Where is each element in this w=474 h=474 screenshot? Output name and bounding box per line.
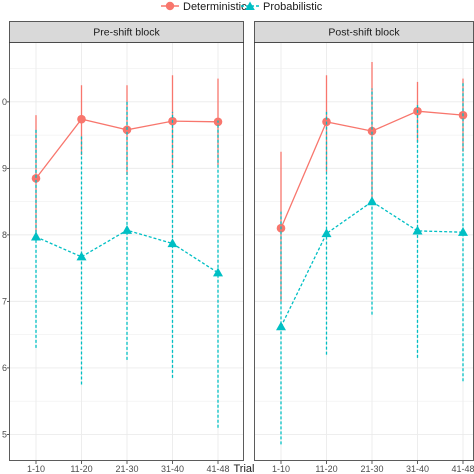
- data-point: [31, 174, 41, 183]
- x-tick-label: 21-30: [360, 464, 383, 474]
- x-tick-label: 1-10: [27, 464, 45, 474]
- x-tick-label: 31-40: [161, 464, 184, 474]
- data-point: [276, 321, 286, 331]
- x-axis-title: Trial: [234, 463, 255, 474]
- x-tick-label: 11-20: [315, 464, 337, 474]
- data-point: [77, 114, 86, 124]
- legend-key-marker: [165, 1, 175, 11]
- panel-2: Post-shift block 1-10 11-20 21-30 31-40 41-48: [254, 21, 474, 474]
- x-tick-label: 41-48: [206, 464, 229, 474]
- panel-title: Pre-shift block: [93, 27, 160, 39]
- x-tick-label: 1-10: [272, 464, 290, 474]
- data-point: [458, 227, 468, 236]
- panel-title: Post-shift block: [328, 27, 400, 39]
- legend-label: Deterministic: [183, 1, 247, 13]
- data-point: [367, 126, 377, 136]
- legend-item-probabilistic: Probabilistic: [241, 1, 323, 13]
- legend-item-deterministic: Deterministic: [161, 1, 247, 13]
- x-tick-label: 31-40: [406, 464, 429, 474]
- data-point: [167, 238, 178, 248]
- y-tick-label: 0: [2, 97, 7, 107]
- panel-1: Pre-shift block 5 6 7 8 9 0 1-10 11-20 21-30 31-40…: [2, 21, 244, 474]
- legend: Deterministic Probabilistic: [161, 1, 323, 13]
- data-point: [213, 267, 223, 277]
- data-point: [31, 231, 41, 241]
- legend-label: Probabilistic: [263, 1, 323, 13]
- y-tick-label: 5: [2, 429, 7, 439]
- series-probabilistic: [31, 101, 223, 428]
- data-point: [367, 196, 377, 206]
- facet-panels: Pre-shift block 5 6 7 8 9 0 1-10 11-20 21-30 31-40…: [2, 21, 474, 474]
- data-point: [76, 251, 87, 261]
- legend-key-marker: [245, 1, 255, 10]
- y-tick-label: 8: [2, 230, 7, 240]
- y-tick-label: 7: [2, 296, 7, 306]
- y-tick-label: 6: [2, 363, 7, 373]
- x-tick-label: 41-48: [451, 464, 474, 474]
- data-point: [412, 225, 423, 235]
- data-point: [122, 225, 132, 234]
- x-tick-label: 21-30: [115, 464, 138, 474]
- panel-plot-area: [254, 42, 474, 461]
- x-tick-label: 11-20: [70, 464, 92, 474]
- series-probabilistic: [276, 81, 468, 445]
- y-tick-label: 9: [2, 163, 7, 173]
- data-point: [321, 228, 332, 238]
